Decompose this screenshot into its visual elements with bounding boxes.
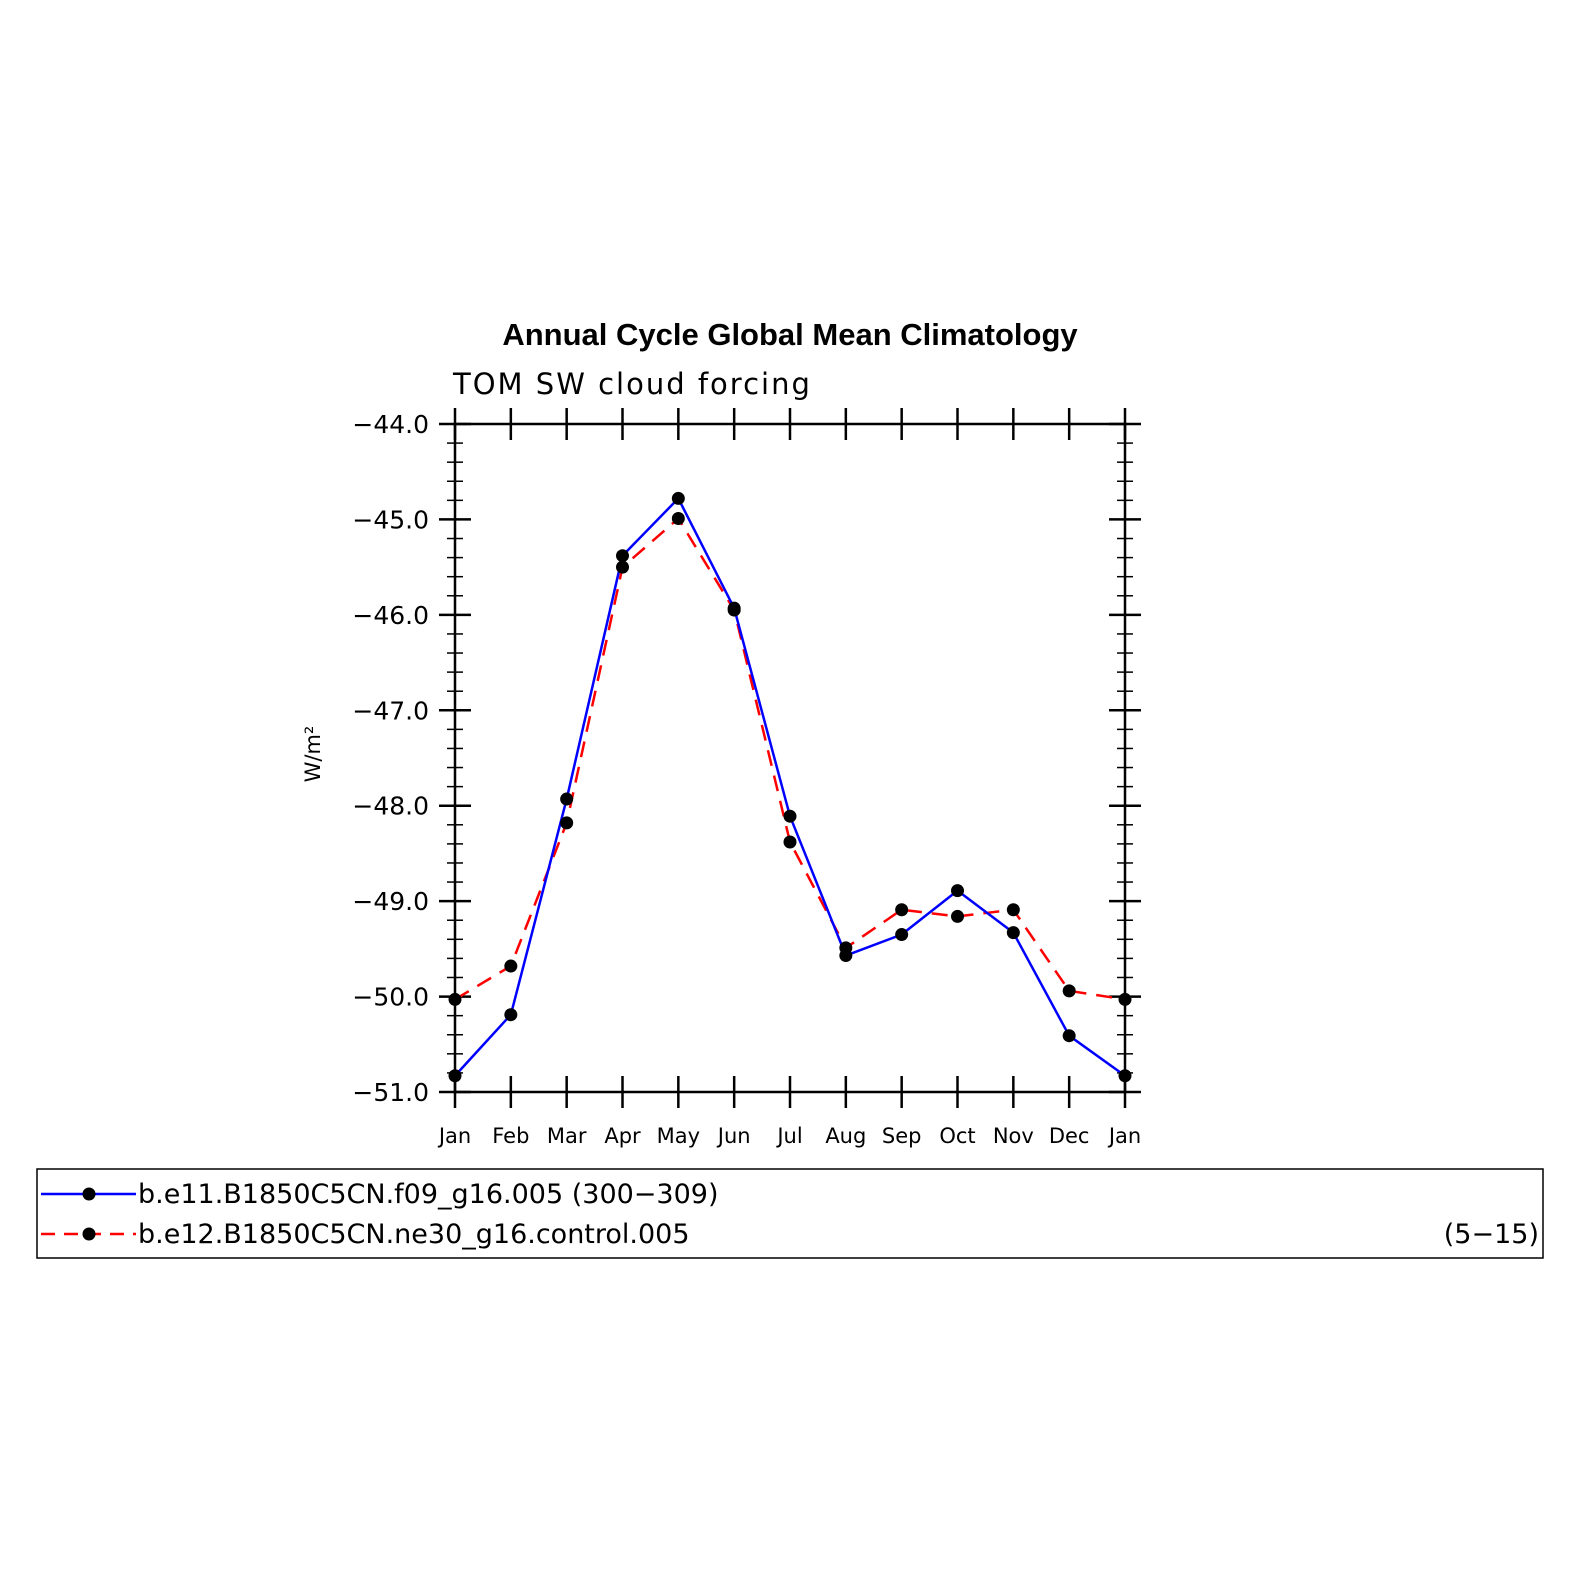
y-tick-labels: −44.0 −45.0 −46.0 −47.0 −48.0 −49.0 −50.0 −51.0 <box>352 410 429 1107</box>
data-point-series-1 <box>504 959 518 973</box>
data-point-series-1 <box>839 941 853 955</box>
legend-range-1: (5−15) <box>1444 1219 1539 1250</box>
x-tick-label: Sep <box>882 1124 922 1148</box>
data-point-series-1 <box>1006 903 1020 917</box>
x-tick-label: Jun <box>716 1124 751 1148</box>
y-tick-label: −47.0 <box>352 696 429 725</box>
data-point-series-1 <box>560 816 574 830</box>
legend-marker-0 <box>82 1187 96 1201</box>
data-point-series-1 <box>783 835 797 849</box>
y-tick-label: −50.0 <box>352 983 429 1012</box>
x-tick-label: Oct <box>939 1124 975 1148</box>
legend-label-1: b.e12.B1850C5CN.ne30_g16.control.005 <box>138 1219 690 1250</box>
x-tick-label: May <box>657 1124 700 1148</box>
data-point-series-0 <box>616 549 629 563</box>
legend-box <box>36 1168 1544 1259</box>
x-tick-label: Jul <box>775 1124 802 1148</box>
legend-marker-1 <box>82 1227 96 1241</box>
data-point-series-1 <box>1062 984 1076 998</box>
data-point-series-0 <box>504 1008 518 1022</box>
data-point-series-1 <box>616 560 629 574</box>
y-tick-label: −45.0 <box>352 505 429 534</box>
series-line-1 <box>454 517 1126 1001</box>
series-markers <box>448 491 1132 1083</box>
data-point-series-1 <box>671 511 685 525</box>
y-tick-label: −48.0 <box>352 792 429 821</box>
x-tick-label: Jan <box>437 1124 471 1148</box>
data-point-series-0 <box>895 928 909 942</box>
legend: b.e11.B1850C5CN.f09_g16.005 (300−309) b.e… <box>41 1179 1539 1250</box>
data-point-series-0 <box>1118 1069 1132 1083</box>
y-tick-label: −44.0 <box>352 410 429 439</box>
x-tick-label: Feb <box>492 1124 529 1148</box>
legend-range-0: (300−309) <box>563 1179 718 1210</box>
data-point-series-0 <box>1062 1029 1076 1043</box>
x-tick-label: Nov <box>993 1124 1034 1148</box>
data-point-series-1 <box>951 909 964 923</box>
x-tick-label: Dec <box>1049 1124 1090 1148</box>
plot-frame <box>453 422 1127 1094</box>
data-point-series-0 <box>671 491 685 505</box>
y-tick-label: −51.0 <box>352 1078 429 1107</box>
y-tick-label: −46.0 <box>352 601 429 630</box>
data-point-series-0 <box>560 792 574 806</box>
chart-title: Annual Cycle Global Mean Climatology <box>502 317 1078 352</box>
x-tick-label: Aug <box>825 1124 866 1148</box>
data-point-series-0 <box>783 809 797 823</box>
y-tick-label: −49.0 <box>352 887 429 916</box>
data-point-series-1 <box>448 992 462 1006</box>
x-tick-labels: Jan Feb Mar Apr May Jun Jul Aug Sep Oct Nov Dec Jan <box>437 1124 1141 1148</box>
x-tick-label: Mar <box>547 1124 587 1148</box>
y-axis-label: W/m² <box>301 726 325 783</box>
data-point-series-0 <box>1006 926 1020 940</box>
data-point-series-0 <box>448 1069 462 1083</box>
x-tick-label: Jan <box>1107 1124 1141 1148</box>
data-point-series-0 <box>951 884 964 898</box>
series-line-0 <box>454 497 1126 1077</box>
chart-subtitle: TOM SW cloud forcing <box>452 367 812 401</box>
data-point-series-1 <box>1118 992 1132 1006</box>
axes <box>439 408 1141 1108</box>
legend-label-0: b.e11.B1850C5CN.f09_g16.005 (300−309) <box>138 1179 719 1210</box>
data-point-series-1 <box>727 603 741 617</box>
series-lines <box>454 497 1126 1077</box>
x-tick-label: Apr <box>604 1124 641 1148</box>
data-point-series-1 <box>895 903 909 917</box>
